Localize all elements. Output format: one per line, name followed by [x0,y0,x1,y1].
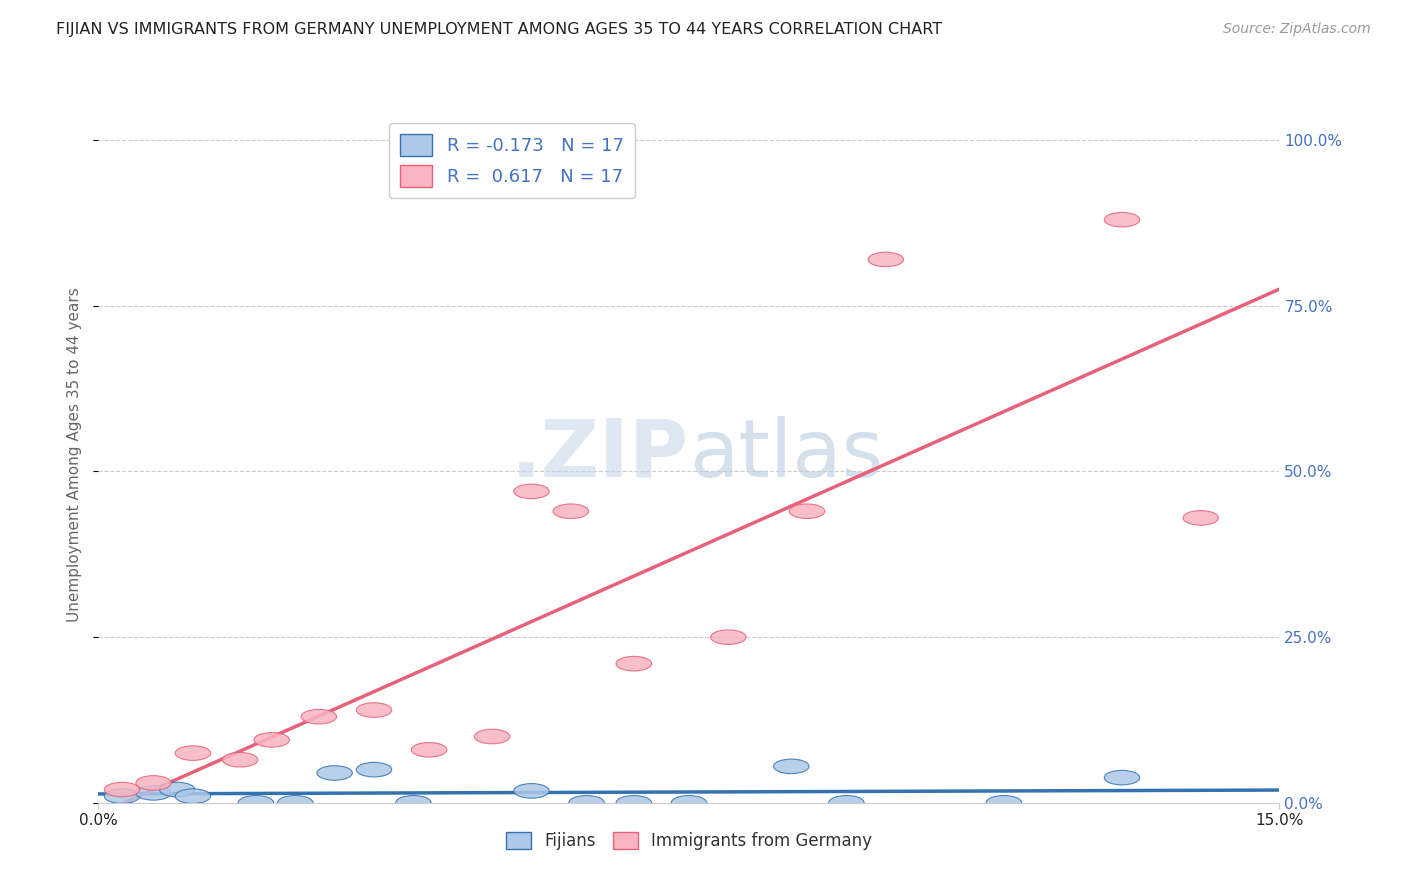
Ellipse shape [789,504,825,518]
Ellipse shape [412,742,447,757]
Ellipse shape [868,252,904,267]
Ellipse shape [395,796,432,810]
Ellipse shape [356,763,392,777]
Ellipse shape [616,796,651,810]
Ellipse shape [474,730,510,744]
Ellipse shape [176,789,211,804]
Ellipse shape [104,789,139,804]
Ellipse shape [1182,510,1219,525]
Ellipse shape [356,703,392,717]
Ellipse shape [1104,212,1140,227]
Ellipse shape [159,782,195,797]
Ellipse shape [671,796,707,810]
Ellipse shape [277,796,314,810]
Text: Source: ZipAtlas.com: Source: ZipAtlas.com [1223,22,1371,37]
Legend: Fijians, Immigrants from Germany: Fijians, Immigrants from Germany [499,826,879,857]
Ellipse shape [222,753,257,767]
Text: FIJIAN VS IMMIGRANTS FROM GERMANY UNEMPLOYMENT AMONG AGES 35 TO 44 YEARS CORRELA: FIJIAN VS IMMIGRANTS FROM GERMANY UNEMPL… [56,22,942,37]
Ellipse shape [513,783,550,798]
Ellipse shape [513,484,550,499]
Ellipse shape [136,776,172,790]
Text: atlas: atlas [689,416,883,494]
Ellipse shape [569,796,605,810]
Ellipse shape [1104,771,1140,785]
Ellipse shape [710,630,747,644]
Ellipse shape [616,657,651,671]
Ellipse shape [986,796,1022,810]
Y-axis label: Unemployment Among Ages 35 to 44 years: Unemployment Among Ages 35 to 44 years [67,287,83,623]
Ellipse shape [553,504,589,518]
Ellipse shape [773,759,808,773]
Ellipse shape [136,786,172,800]
Text: .ZIP: .ZIP [510,416,689,494]
Ellipse shape [104,782,139,797]
Ellipse shape [301,709,336,724]
Ellipse shape [238,796,274,810]
Ellipse shape [316,765,353,780]
Ellipse shape [828,796,865,810]
Ellipse shape [176,746,211,760]
Ellipse shape [254,732,290,747]
